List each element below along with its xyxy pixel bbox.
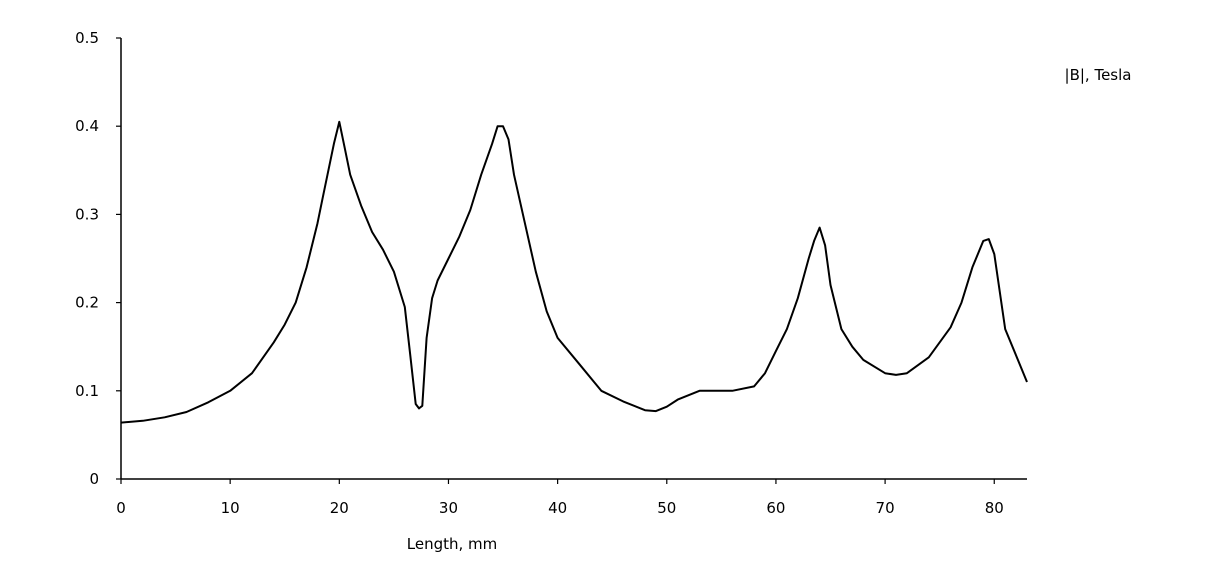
- axes: [120, 38, 1027, 480]
- x-tick-label: 30: [439, 499, 458, 517]
- x-tick-label: 80: [985, 499, 1004, 517]
- plot-area: [120, 120, 1028, 424]
- y-tick-label: 0: [89, 470, 99, 488]
- ticks: 0 0.1 0.2 0.3 0.4 0.5 0 10 20 30 40 50 60 70 80: [75, 29, 1004, 517]
- x-tick-label: 10: [221, 499, 240, 517]
- x-tick-label: 70: [876, 499, 895, 517]
- series-line-0: [120, 120, 1028, 424]
- y-tick-label: 0.2: [75, 294, 99, 312]
- y-axis-title: |B|, Tesla: [1065, 66, 1132, 84]
- x-tick-label: 0: [116, 499, 126, 517]
- x-tick-label: 50: [657, 499, 676, 517]
- x-tick-label: 60: [766, 499, 785, 517]
- x-tick-label: 20: [330, 499, 349, 517]
- y-tick-label: 0.3: [75, 205, 99, 223]
- y-tick-label: 0.4: [75, 117, 99, 135]
- x-tick-label: 40: [548, 499, 567, 517]
- y-tick-label: 0.5: [75, 29, 99, 47]
- x-axis-title: Length, mm: [407, 535, 498, 553]
- y-tick-label: 0.1: [75, 382, 99, 400]
